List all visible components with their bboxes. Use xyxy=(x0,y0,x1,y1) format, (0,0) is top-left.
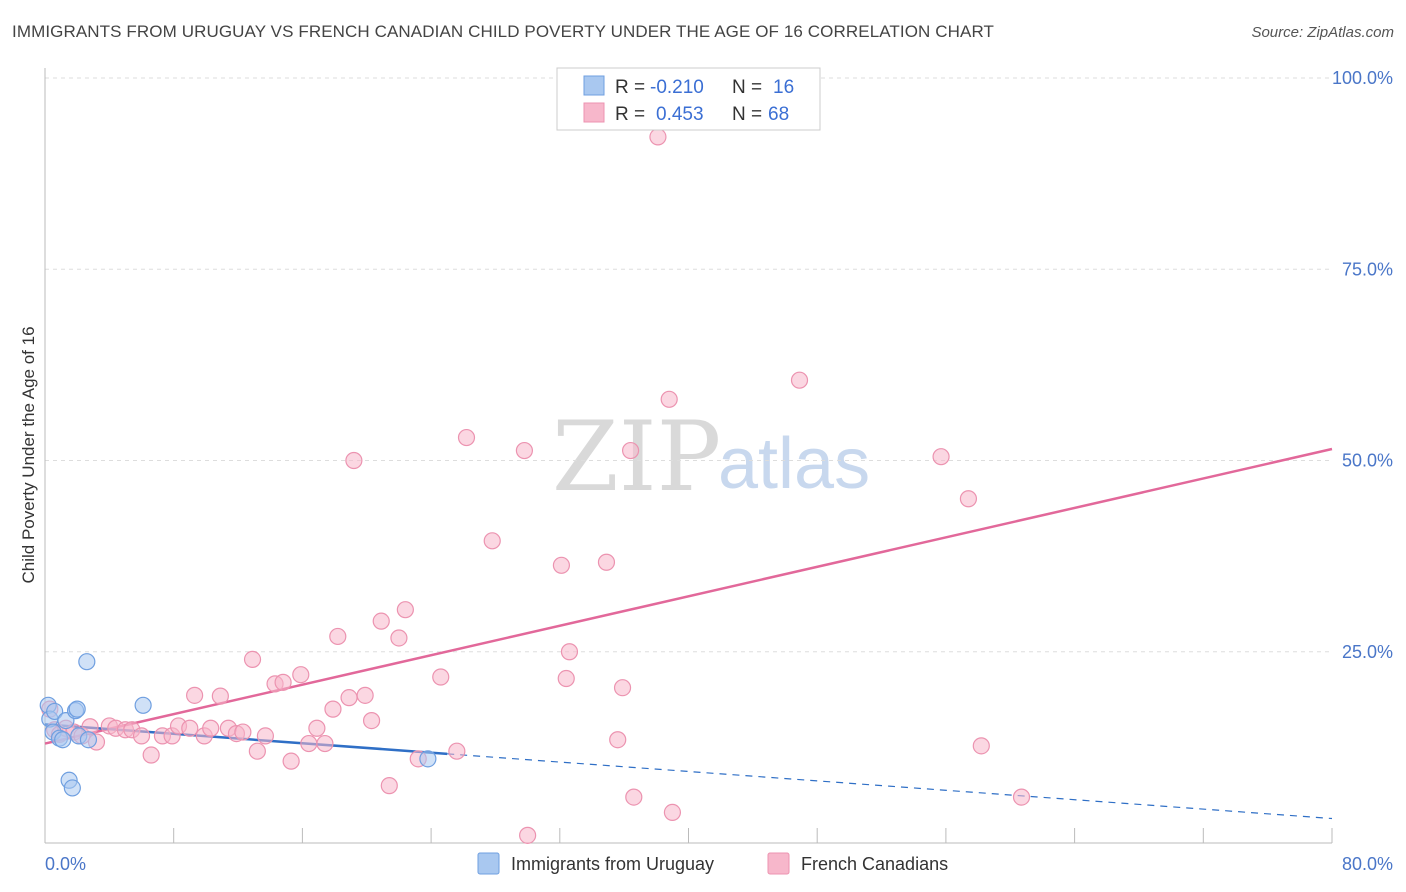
watermark: ZIP atlas xyxy=(552,401,870,513)
grid xyxy=(45,77,1332,653)
point-french xyxy=(396,601,414,619)
point-french xyxy=(340,689,358,707)
watermark-zip: ZIP xyxy=(552,401,721,513)
point-french xyxy=(300,734,318,753)
x-tick-label: 0.0% xyxy=(45,854,86,874)
point-uruguay xyxy=(419,750,437,768)
legend-n-value-french: 68 xyxy=(768,104,789,125)
legend-swatch-uruguay xyxy=(583,75,605,96)
y-tick-label: 75.0% xyxy=(1342,259,1393,279)
series-label-uruguay: Immigrants from Uruguay xyxy=(511,854,714,874)
ticks: 25.0% 50.0% 75.0% 100.0% 0.0% 80.0% xyxy=(45,68,1393,874)
point-french xyxy=(609,731,627,749)
point-uruguay xyxy=(78,653,96,671)
y-tick-label: 100.0% xyxy=(1332,68,1393,88)
point-french xyxy=(324,700,342,718)
point-french xyxy=(552,556,571,574)
watermark-atlas: atlas xyxy=(718,424,870,504)
point-french xyxy=(972,737,990,755)
point-french xyxy=(316,734,334,753)
legend-n-value-uruguay: 16 xyxy=(773,77,794,98)
point-french xyxy=(560,643,579,661)
point-french xyxy=(457,428,476,447)
point-french xyxy=(292,666,310,684)
point-french xyxy=(132,727,151,745)
point-french xyxy=(519,826,537,844)
point-french xyxy=(372,612,390,630)
trend-line-french xyxy=(44,447,1333,745)
point-french xyxy=(202,719,220,737)
y-tick-label: 25.0% xyxy=(1342,642,1393,662)
x-tick-label: 80.0% xyxy=(1342,854,1393,874)
trend-line-uruguay-projection xyxy=(447,753,1333,820)
data-points xyxy=(39,128,1031,844)
legend-r-value-french: 0.453 xyxy=(656,104,704,125)
point-french xyxy=(432,668,450,686)
series-swatch-uruguay xyxy=(477,852,500,875)
y-axis-label: Child Poverty Under the Age of 16 xyxy=(19,326,38,583)
point-french xyxy=(448,742,466,760)
point-french xyxy=(282,752,300,770)
point-french xyxy=(515,441,534,460)
series-legend: Immigrants from Uruguay French Canadians xyxy=(477,852,948,875)
point-french xyxy=(660,390,678,408)
point-uruguay xyxy=(63,779,81,797)
point-french xyxy=(308,719,326,737)
point-french xyxy=(483,532,501,550)
point-french xyxy=(211,687,229,705)
point-uruguay xyxy=(46,702,64,721)
point-french xyxy=(390,629,408,647)
point-french xyxy=(181,719,199,737)
point-french xyxy=(356,686,374,704)
point-french xyxy=(329,627,347,646)
chart-title: IMMIGRANTS FROM URUGUAY VS FRENCH CANADI… xyxy=(12,22,995,41)
legend-r-label-french: R = xyxy=(615,104,645,125)
point-french xyxy=(613,679,632,697)
point-french xyxy=(932,448,950,466)
point-french xyxy=(959,490,978,508)
point-french xyxy=(362,711,381,730)
stats-legend: R = -0.210 N = 16 R = 0.453 N = 68 xyxy=(556,67,821,131)
legend-r-label-uruguay: R = xyxy=(615,77,645,98)
legend-n-label-french: N = xyxy=(732,104,762,125)
point-french xyxy=(790,371,809,389)
point-french xyxy=(234,723,252,741)
legend-r-value-uruguay: -0.210 xyxy=(650,77,704,98)
point-french xyxy=(248,742,266,760)
point-french xyxy=(142,746,160,764)
point-french xyxy=(649,128,667,146)
y-tick-label: 50.0% xyxy=(1342,451,1393,471)
series-swatch-french xyxy=(767,852,790,875)
legend-swatch-french xyxy=(583,102,605,123)
point-french xyxy=(1012,788,1031,806)
point-uruguay xyxy=(79,731,98,749)
point-french xyxy=(345,451,363,470)
point-french xyxy=(243,650,262,669)
point-french xyxy=(186,686,204,704)
point-french xyxy=(380,777,398,795)
point-french xyxy=(597,553,616,571)
point-french xyxy=(557,669,575,688)
point-french xyxy=(663,803,682,822)
series-label-french: French Canadians xyxy=(801,854,948,874)
point-uruguay xyxy=(54,731,72,749)
point-french xyxy=(625,788,643,806)
point-french xyxy=(256,727,274,745)
chart-source: Source: ZipAtlas.com xyxy=(1251,24,1394,41)
point-uruguay xyxy=(68,700,86,718)
point-french xyxy=(621,441,640,460)
legend-n-label-uruguay: N = xyxy=(732,77,762,98)
point-french xyxy=(274,673,292,691)
point-uruguay xyxy=(134,696,152,714)
